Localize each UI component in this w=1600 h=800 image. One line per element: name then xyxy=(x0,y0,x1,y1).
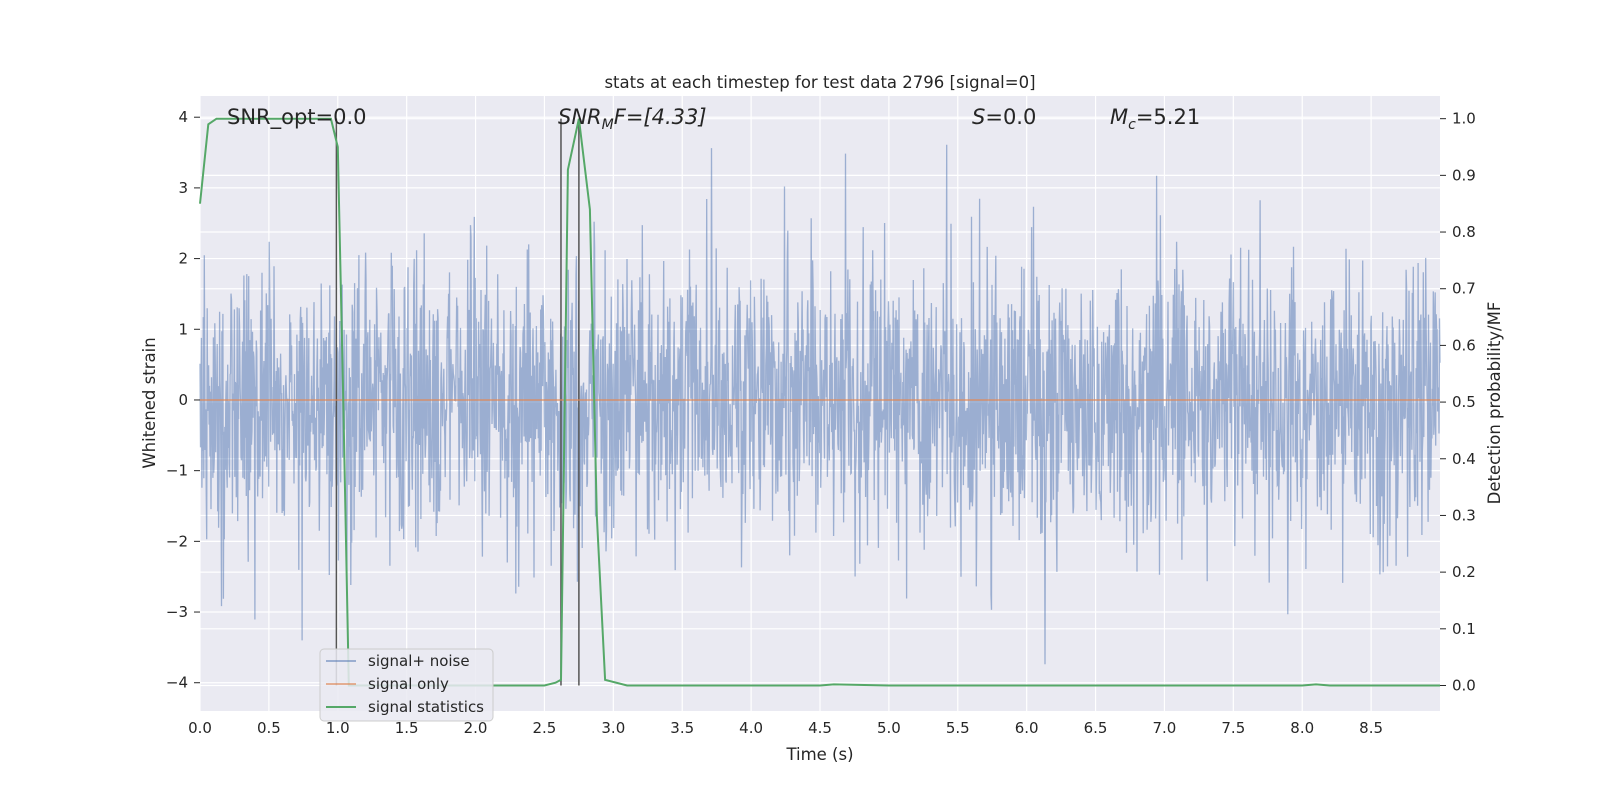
x-tick-label: 2.5 xyxy=(533,719,557,737)
vertical-markers xyxy=(335,118,580,686)
signal-statistics-line xyxy=(199,117,1440,687)
x-tick-label: 4.0 xyxy=(739,719,763,737)
right-axis-label: Detection probability/MF xyxy=(1485,302,1504,505)
y-left-tick-label: 1 xyxy=(178,320,188,338)
y-right-tick-label: 0.6 xyxy=(1452,336,1476,354)
signal-noise-line xyxy=(199,144,1441,665)
snr-mf-subscript: M xyxy=(602,117,614,133)
series-signal-statistics xyxy=(199,117,1440,687)
legend: signal+ noise signal only signal statist… xyxy=(319,648,494,722)
legend-label-signal-noise: signal+ noise xyxy=(368,652,470,670)
x-tick-label: 5.5 xyxy=(946,719,970,737)
s-symbol: S xyxy=(972,105,985,129)
x-tick-label: 2.0 xyxy=(464,719,488,737)
x-tick-label: 7.5 xyxy=(1221,719,1245,737)
y-right-tick-label: 0.7 xyxy=(1452,280,1476,298)
y-right-tick-label: 0.8 xyxy=(1452,223,1476,241)
snr-mf-value: F=[4.33] xyxy=(614,105,707,129)
annotation-s: S=0.0 xyxy=(972,105,1036,129)
x-tick-label: 6.0 xyxy=(1015,719,1039,737)
mc-symbol: M xyxy=(1110,105,1128,129)
y-left-tick-label: 3 xyxy=(178,179,188,197)
x-tick-label: 0.5 xyxy=(257,719,281,737)
y-left-tick-label: 2 xyxy=(178,250,188,268)
y-right-tick-label: 1.0 xyxy=(1452,110,1476,128)
annotation-snr-opt: SNR_opt=0.0 xyxy=(227,105,367,130)
legend-label-signal-statistics: signal statistics xyxy=(368,698,484,716)
y-right-tick-label: 0.1 xyxy=(1452,620,1476,638)
x-tick-label: 5.0 xyxy=(877,719,901,737)
x-tick-label: 4.5 xyxy=(808,719,832,737)
x-tick-label: 8.5 xyxy=(1359,719,1383,737)
mc-value: =5.21 xyxy=(1136,105,1200,129)
s-value: =0.0 xyxy=(985,105,1036,129)
legend-box xyxy=(319,648,494,722)
y-right-tick-label: 0.0 xyxy=(1452,676,1476,694)
y-left-tick-label: −2 xyxy=(166,532,188,550)
y-left-tick-label: −1 xyxy=(166,462,188,480)
chart-title: stats at each timestep for test data 279… xyxy=(604,73,1035,92)
x-tick-label: 8.0 xyxy=(1290,719,1314,737)
y-right-tick-label: 0.2 xyxy=(1452,563,1476,581)
left-axis-ticks: −4 −3 −2 −1 0 1 2 3 4 xyxy=(166,108,200,692)
legend-label-signal-only: signal only xyxy=(368,675,449,693)
x-tick-label: 6.5 xyxy=(1084,719,1108,737)
x-axis-ticks: 0.0 0.5 1.0 1.5 2.0 2.5 3.0 3.5 4.0 4.5 5.0 5.5 6.0 6… xyxy=(188,719,1383,737)
x-tick-label: 3.5 xyxy=(670,719,694,737)
left-axis-label: Whitened strain xyxy=(140,337,159,468)
x-tick-label: 7.0 xyxy=(1153,719,1177,737)
snr-mf-symbol: SNR xyxy=(558,105,602,129)
y-right-tick-label: 0.3 xyxy=(1452,506,1476,524)
y-left-tick-label: 4 xyxy=(178,108,188,126)
annotation-mc: Mc=5.21 xyxy=(1110,105,1200,133)
y-left-tick-label: −4 xyxy=(166,674,188,692)
annotation-snr-mf: SNRMF=[4.33] xyxy=(558,105,707,133)
x-tick-label: 1.5 xyxy=(395,719,419,737)
mc-subscript: c xyxy=(1128,117,1136,133)
right-axis-ticks: 0.0 0.1 0.2 0.3 0.4 0.5 0.6 0.7 0.8 0.9 1.0 xyxy=(1440,110,1476,694)
y-right-tick-label: 0.9 xyxy=(1452,166,1476,184)
y-right-tick-label: 0.4 xyxy=(1452,450,1476,468)
x-tick-label: 1.0 xyxy=(326,719,350,737)
x-axis-label: Time (s) xyxy=(785,745,853,764)
series-signal-noise xyxy=(199,144,1441,665)
y-left-tick-label: 0 xyxy=(178,391,188,409)
x-tick-label: 0.0 xyxy=(188,719,212,737)
y-left-tick-label: −3 xyxy=(166,603,188,621)
y-right-tick-label: 0.5 xyxy=(1452,393,1476,411)
x-tick-label: 3.0 xyxy=(601,719,625,737)
